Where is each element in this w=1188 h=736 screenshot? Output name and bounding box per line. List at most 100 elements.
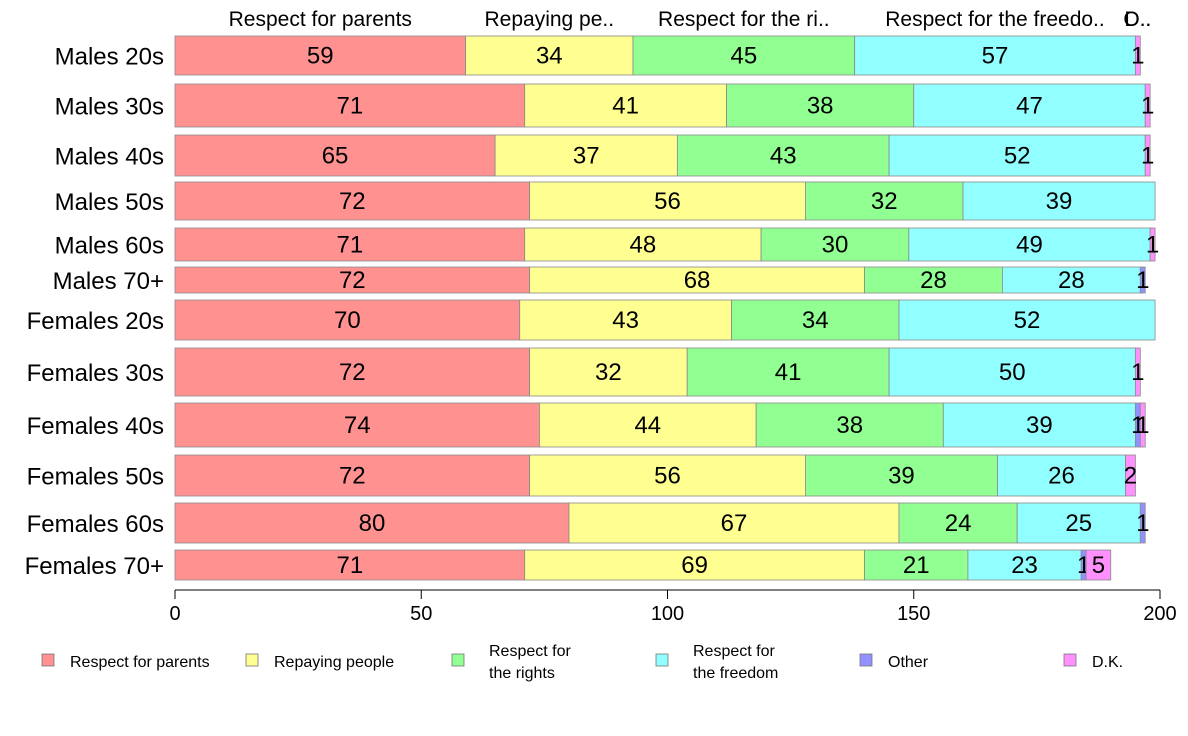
bar-row-females-20s: 70 43 34 52 xyxy=(174,299,1156,341)
bar-segment-respect-for-parents-males-40s xyxy=(174,134,496,177)
bar-segment-respect-for-the-rights-females-20s xyxy=(731,299,900,341)
bar-segment-d-k-females-50s xyxy=(1125,454,1136,497)
x-tick-label: 100 xyxy=(651,603,684,625)
bar-value-label: 34 xyxy=(802,307,829,334)
bar-segment-repaying-people-males-30s xyxy=(524,83,727,128)
bar-segment-respect-for-the-rights-females-70 xyxy=(864,549,969,581)
bar-value-label: 74 xyxy=(344,412,371,439)
x-tick-label: 200 xyxy=(1143,603,1176,625)
bar-value-label: 1 xyxy=(1146,232,1159,259)
legend-swatch xyxy=(1063,653,1077,667)
bar-value-label: 59 xyxy=(307,43,334,70)
legend-item-respect-for-parents: Respect for parents xyxy=(41,653,210,671)
bar-value-label: 39 xyxy=(1046,188,1073,215)
bar-value-label: 47 xyxy=(1016,93,1043,120)
bar-row-females-40s: 74 44 38 39 11 xyxy=(174,402,1149,448)
bar-segment-respect-for-parents-females-40s xyxy=(174,402,540,448)
bar-value-label: 72 xyxy=(339,188,366,215)
bar-segment-respect-for-the-freedom-females-40s xyxy=(942,402,1136,448)
series-header-other: O.. xyxy=(1123,8,1151,31)
bar-segment-respect-for-the-rights-males-50s xyxy=(805,181,964,221)
bar-segment-d-k-males-30s xyxy=(1144,83,1151,128)
bar-row-females-30s: 72 32 41 50 1 xyxy=(174,347,1145,397)
bar-segment-respect-for-parents-males-30s xyxy=(174,83,526,128)
legend: Respect for parents Repaying people Respec… xyxy=(41,643,1123,682)
bar-row-males-70: 72 68 28 28 1 xyxy=(174,266,1149,294)
x-tick-label: 150 xyxy=(897,603,930,625)
category-label-females-60s: Females 60s xyxy=(27,511,164,538)
bar-value-label: 56 xyxy=(654,463,681,490)
bar-value-label: 32 xyxy=(595,359,622,386)
bar-value-label: 39 xyxy=(888,463,915,490)
bar-segment-other-males-70 xyxy=(1139,266,1146,294)
category-label-males-40s: Males 40s xyxy=(55,144,164,171)
bar-value-label: 26 xyxy=(1048,463,1075,490)
legend-label: Repaying people xyxy=(274,654,394,671)
bar-value-label: 38 xyxy=(807,93,834,120)
bar-segment-respect-for-the-freedom-males-50s xyxy=(962,181,1156,221)
bar-value-label: 1 xyxy=(1131,359,1144,386)
bar-segment-d-k-males-20s xyxy=(1134,35,1141,76)
bar-value-label: 52 xyxy=(1014,307,1041,334)
series-header-respect-for-the-rights: Respect for the ri.. xyxy=(658,8,830,31)
bar-segment-respect-for-the-freedom-males-30s xyxy=(913,83,1146,128)
bar-segment-repaying-people-males-60s xyxy=(524,227,762,262)
legend-item-respect-for-the-freedom: Respect for the freedom xyxy=(655,643,778,682)
legend-item-other: Other xyxy=(859,653,929,671)
bar-segment-respect-for-parents-females-60s xyxy=(174,502,570,544)
bar-segment-respect-for-the-rights-females-50s xyxy=(805,454,998,497)
legend-label: Respect for the freedom xyxy=(693,643,778,682)
bar-segment-repaying-people-females-40s xyxy=(539,402,757,448)
bar-segment-d-k-males-40s xyxy=(1144,134,1151,177)
bar-segment-respect-for-parents-females-50s xyxy=(174,454,531,497)
bar-row-males-30s: 71 41 38 47 1 xyxy=(174,83,1154,128)
bar-value-label: 1 xyxy=(1136,267,1149,294)
bar-segment-d-k-females-30s xyxy=(1134,347,1141,397)
x-tick-label: 0 xyxy=(169,603,180,625)
bar-segment-respect-for-parents-males-50s xyxy=(174,181,531,221)
bar-value-label: 71 xyxy=(336,552,363,579)
bar-segment-respect-for-the-rights-females-60s xyxy=(898,502,1018,544)
bar-segment-respect-for-the-rights-males-30s xyxy=(726,83,915,128)
bar-row-males-50s: 72 56 32 39 xyxy=(174,181,1156,221)
bar-segment-repaying-people-females-50s xyxy=(529,454,806,497)
series-header-d-k: D.. xyxy=(1124,8,1151,31)
legend-swatch xyxy=(655,653,669,667)
bar-value-label: 50 xyxy=(999,359,1026,386)
bar-segment-d-k-females-40s xyxy=(1139,402,1146,448)
category-label-females-20s: Females 20s xyxy=(27,308,164,335)
bar-row-females-70: 71 69 21 23 1 5 xyxy=(174,549,1112,581)
bar-value-label: 41 xyxy=(775,359,802,386)
legend-swatch xyxy=(859,653,873,667)
bar-value-label: 39 xyxy=(1026,412,1053,439)
bar-segment-respect-for-parents-males-60s xyxy=(174,227,526,262)
bar-row-females-60s: 80 67 24 25 1 xyxy=(174,502,1149,544)
bar-value-label: 32 xyxy=(871,188,898,215)
bar-value-label: 34 xyxy=(536,43,563,70)
bar-value-label: 48 xyxy=(630,232,657,259)
category-label-males-70: Males 70+ xyxy=(53,268,164,295)
category-label-males-20s: Males 20s xyxy=(55,44,164,71)
bar-segment-repaying-people-females-30s xyxy=(529,347,688,397)
legend-label: Respect for the rights xyxy=(489,643,571,682)
bar-segment-repaying-people-males-40s xyxy=(494,134,678,177)
category-label-females-40s: Females 40s xyxy=(27,413,164,440)
bar-value-label: 1 xyxy=(1141,93,1154,120)
category-labels: Males 20s Males 30s Males 40s Males 50s Male… xyxy=(25,44,164,581)
legend-item-respect-for-the-rights: Respect for the rights xyxy=(451,643,571,682)
bar-value-label: 70 xyxy=(334,307,361,334)
bar-segment-repaying-people-females-70 xyxy=(524,549,865,581)
bar-segment-d-k-males-60s xyxy=(1149,227,1156,262)
bar-segment-d-k-females-70 xyxy=(1085,549,1112,581)
bar-value-label: 30 xyxy=(822,232,849,259)
bar-value-label: 43 xyxy=(612,307,639,334)
bar-value-label: 23 xyxy=(1011,552,1038,579)
bar-row-males-20s: 59 34 45 57 1 xyxy=(174,35,1145,76)
bar-value-label: 71 xyxy=(336,93,363,120)
bar-value-label: 49 xyxy=(1016,232,1043,259)
legend-item-d-k: D.K. xyxy=(1063,653,1123,671)
bar-segment-respect-for-the-freedom-females-60s xyxy=(1016,502,1141,544)
bar-segment-repaying-people-males-50s xyxy=(529,181,806,221)
bar-segment-respect-for-the-rights-males-40s xyxy=(676,134,890,177)
